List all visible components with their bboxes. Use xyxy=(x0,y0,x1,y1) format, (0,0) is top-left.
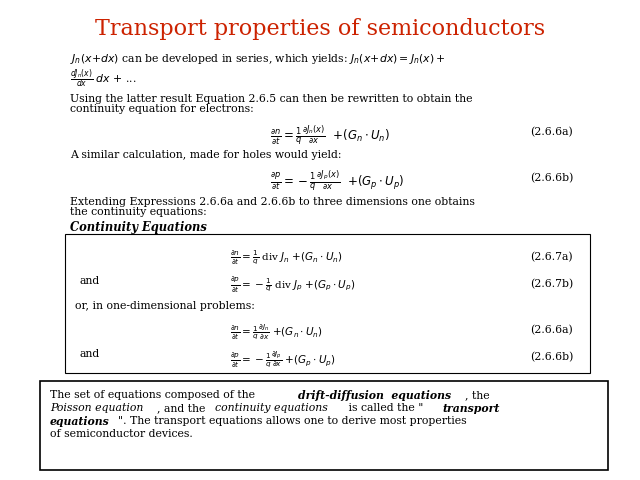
Text: (2.6.6b): (2.6.6b) xyxy=(530,173,573,183)
Text: $\frac{\partial n}{\partial t} = \frac{1}{q}\frac{\partial J_n}{\partial x}$ $+ : $\frac{\partial n}{\partial t} = \frac{1… xyxy=(230,322,323,342)
Text: and: and xyxy=(80,349,100,359)
Text: (2.6.6b): (2.6.6b) xyxy=(530,352,573,362)
Text: Continuity Equations: Continuity Equations xyxy=(70,221,207,234)
Text: transport: transport xyxy=(442,403,499,414)
Text: equations: equations xyxy=(50,416,109,427)
Text: is called the ": is called the " xyxy=(345,403,424,413)
Text: and: and xyxy=(80,276,100,286)
Text: the continuity equations:: the continuity equations: xyxy=(70,207,207,217)
Bar xyxy=(65,234,590,373)
Text: $\frac{\partial n}{\partial t} = \frac{1}{q}\frac{\partial J_n(x)}{\partial x}$ : $\frac{\partial n}{\partial t} = \frac{1… xyxy=(270,123,390,146)
Text: The set of equations composed of the: The set of equations composed of the xyxy=(50,390,259,400)
Text: (2.6.6a): (2.6.6a) xyxy=(530,127,573,137)
Text: $\frac{\partial p}{\partial t} = -\frac{1}{q}\frac{\partial J_p(x)}{\partial x}$: $\frac{\partial p}{\partial t} = -\frac{… xyxy=(270,169,404,193)
Text: Poisson equation: Poisson equation xyxy=(50,403,143,413)
Text: $\frac{\partial p}{\partial t} = -\frac{1}{q}\frac{\partial J_p}{\partial x}$ $+: $\frac{\partial p}{\partial t} = -\frac{… xyxy=(230,349,335,370)
Text: , the: , the xyxy=(465,390,490,400)
Text: $\frac{\partial n}{\partial t} = \frac{1}{q}$ div $J_n$ $+ (G_n \cdot U_n)$: $\frac{\partial n}{\partial t} = \frac{1… xyxy=(230,249,342,267)
Text: continuity equations: continuity equations xyxy=(215,403,328,413)
Text: $J_n(x\!+\!dx)$ can be developed in series, which yields: $J_n(x\!+\!dx) = J_n(x: $J_n(x\!+\!dx)$ can be developed in seri… xyxy=(70,52,445,66)
Text: (2.6.7a): (2.6.7a) xyxy=(530,252,573,262)
Text: ". The transport equations allows one to derive most properties: ". The transport equations allows one to… xyxy=(118,416,467,426)
Text: drift-diffusion  equations: drift-diffusion equations xyxy=(298,390,451,401)
Text: or, in one-dimensional problems:: or, in one-dimensional problems: xyxy=(75,301,255,311)
Text: $\frac{dJ_n(x)}{dx}$ $dx$ + ...: $\frac{dJ_n(x)}{dx}$ $dx$ + ... xyxy=(70,67,136,90)
Text: (2.6.6a): (2.6.6a) xyxy=(530,325,573,336)
Text: Transport properties of semiconductors: Transport properties of semiconductors xyxy=(95,18,545,40)
Text: Extending Expressions 2.6.6a and 2.6.6b to three dimensions one obtains: Extending Expressions 2.6.6a and 2.6.6b … xyxy=(70,197,475,207)
Text: A similar calculation, made for holes would yield:: A similar calculation, made for holes wo… xyxy=(70,150,342,160)
Bar xyxy=(40,381,608,470)
Text: (2.6.7b): (2.6.7b) xyxy=(530,279,573,289)
Text: continuity equation for electrons:: continuity equation for electrons: xyxy=(70,104,253,114)
Text: Using the latter result Equation 2.6.5 can then be rewritten to obtain the: Using the latter result Equation 2.6.5 c… xyxy=(70,94,472,104)
Text: , and the: , and the xyxy=(157,403,209,413)
Text: of semiconductor devices.: of semiconductor devices. xyxy=(50,429,193,439)
Text: $\frac{\partial p}{\partial t} = -\frac{1}{q}$ div $J_p$ $+ (G_p \cdot U_p)$: $\frac{\partial p}{\partial t} = -\frac{… xyxy=(230,276,355,295)
